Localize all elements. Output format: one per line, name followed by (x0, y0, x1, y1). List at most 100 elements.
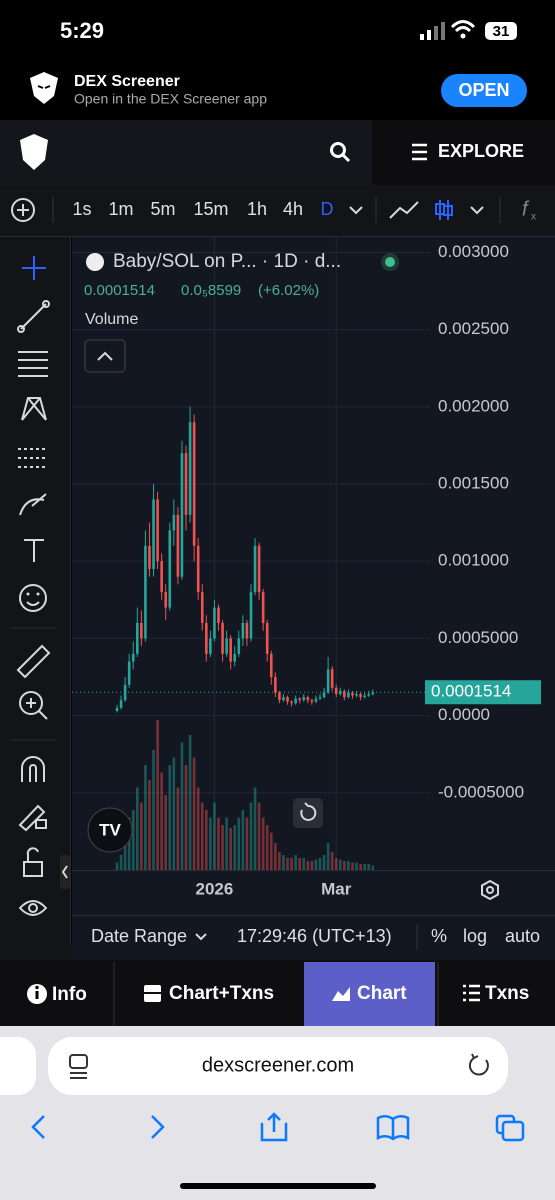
decoration (195, 933, 207, 941)
volume-bar (294, 855, 297, 870)
explore-button[interactable]: EXPLORE (438, 141, 524, 161)
candle-body (233, 653, 237, 662)
decoration (22, 256, 46, 280)
volume-bar (314, 859, 318, 870)
interval-button[interactable]: 1m (108, 199, 133, 219)
decoration (28, 903, 38, 913)
decoration (30, 72, 58, 104)
tab-info[interactable]: Info (52, 984, 87, 1005)
volume-bar (209, 817, 212, 870)
candle-body (322, 692, 326, 698)
candle-body (310, 700, 314, 702)
volume-bar (326, 843, 330, 870)
candle-body (237, 638, 241, 654)
decoration (72, 915, 555, 960)
decoration (260, 1112, 288, 1142)
y-tick-label: 0.001000 (438, 551, 509, 570)
candle-body (164, 592, 168, 608)
volume-bar (144, 765, 147, 870)
decoration (0, 1037, 36, 1095)
candle-body (192, 422, 196, 546)
y-tick-label: -0.0005000 (438, 782, 524, 801)
candle-body (286, 697, 289, 702)
candle-body (140, 622, 143, 639)
decoration (42, 300, 50, 308)
open-button[interactable] (441, 74, 527, 107)
volume-bar (367, 864, 371, 870)
last-price-label: 0.0001514 (431, 682, 511, 701)
collapse-button[interactable] (84, 339, 126, 373)
x-tick-label: 2026 (196, 879, 234, 898)
candle-body (213, 607, 216, 639)
volume-bar (282, 855, 285, 870)
volume-bar (330, 852, 334, 870)
decoration (389, 201, 419, 219)
candle-body (144, 545, 147, 639)
status-time: 5:29 (60, 18, 104, 43)
candle-body (302, 697, 306, 701)
decoration (468, 1053, 489, 1076)
volume-bar (152, 750, 155, 870)
decoration (463, 984, 480, 1002)
decoration (460, 33, 466, 39)
decoration: 0.0001514 (72, 406, 541, 713)
volume-bar (347, 861, 350, 870)
banner-title: DEX Screener (74, 73, 180, 90)
volume-bar (156, 720, 159, 870)
percent-toggle[interactable]: % (431, 926, 447, 946)
decoration (450, 20, 476, 33)
interval-button[interactable]: D (321, 199, 334, 219)
interval-button[interactable]: 1h (247, 199, 267, 219)
decoration (61, 865, 68, 879)
decoration (26, 847, 39, 862)
volume-bar (257, 802, 261, 870)
decoration (35, 991, 39, 999)
interval-button[interactable]: 4h (283, 199, 303, 219)
url[interactable]: dexscreener.com (202, 1054, 354, 1076)
decoration: f (522, 198, 530, 220)
decoration (441, 22, 445, 40)
volume-bar (265, 825, 269, 870)
volume-bar (213, 802, 216, 870)
url-bar[interactable] (48, 1037, 508, 1095)
search-icon[interactable] (330, 142, 346, 158)
volume-bar (200, 802, 204, 870)
log-toggle[interactable]: log (463, 926, 487, 946)
candle-body (265, 622, 269, 654)
y-tick-label: 0.002500 (438, 319, 509, 338)
reset-button[interactable] (293, 798, 323, 828)
volume-bar (318, 858, 322, 870)
interval-button[interactable]: 1s (72, 199, 91, 219)
candle-body (152, 499, 155, 569)
decoration (18, 448, 48, 468)
last-price-box (425, 680, 541, 705)
banner-subtitle: Open in the DEX Screener app (74, 91, 267, 107)
interval-button[interactable]: 5m (150, 199, 175, 219)
candle-body (367, 693, 371, 696)
tab-chart-txns[interactable]: Chart+Txns (169, 983, 274, 1004)
open-button-label[interactable]: OPEN (458, 80, 509, 100)
decoration (372, 120, 555, 185)
decoration (376, 1115, 410, 1141)
candle-body (221, 622, 224, 654)
decoration: 1s 1m 5m 15m 1h 4h D (72, 199, 333, 219)
interval-button[interactable]: 15m (193, 199, 228, 219)
auto-toggle[interactable]: auto (505, 926, 540, 946)
tab-txns[interactable]: Txns (485, 983, 529, 1004)
decoration (72, 237, 430, 870)
candle-body (282, 697, 285, 701)
decoration (443, 205, 453, 216)
decoration: -0.0005000 0.0000 0.0005000 0.001000 0.00150… (196, 242, 525, 899)
decoration (332, 987, 350, 1001)
volume-bar (172, 757, 176, 870)
decoration: x (531, 212, 536, 223)
decoration (60, 855, 70, 889)
decoration (341, 153, 351, 163)
volume-bar (131, 810, 135, 870)
tab-chart[interactable]: Chart (357, 983, 407, 1004)
volume-bar (334, 858, 338, 870)
legend-change: 0.0₅8599 (181, 282, 241, 299)
candle-body (343, 690, 346, 698)
date-range[interactable]: Date Range (91, 926, 187, 946)
